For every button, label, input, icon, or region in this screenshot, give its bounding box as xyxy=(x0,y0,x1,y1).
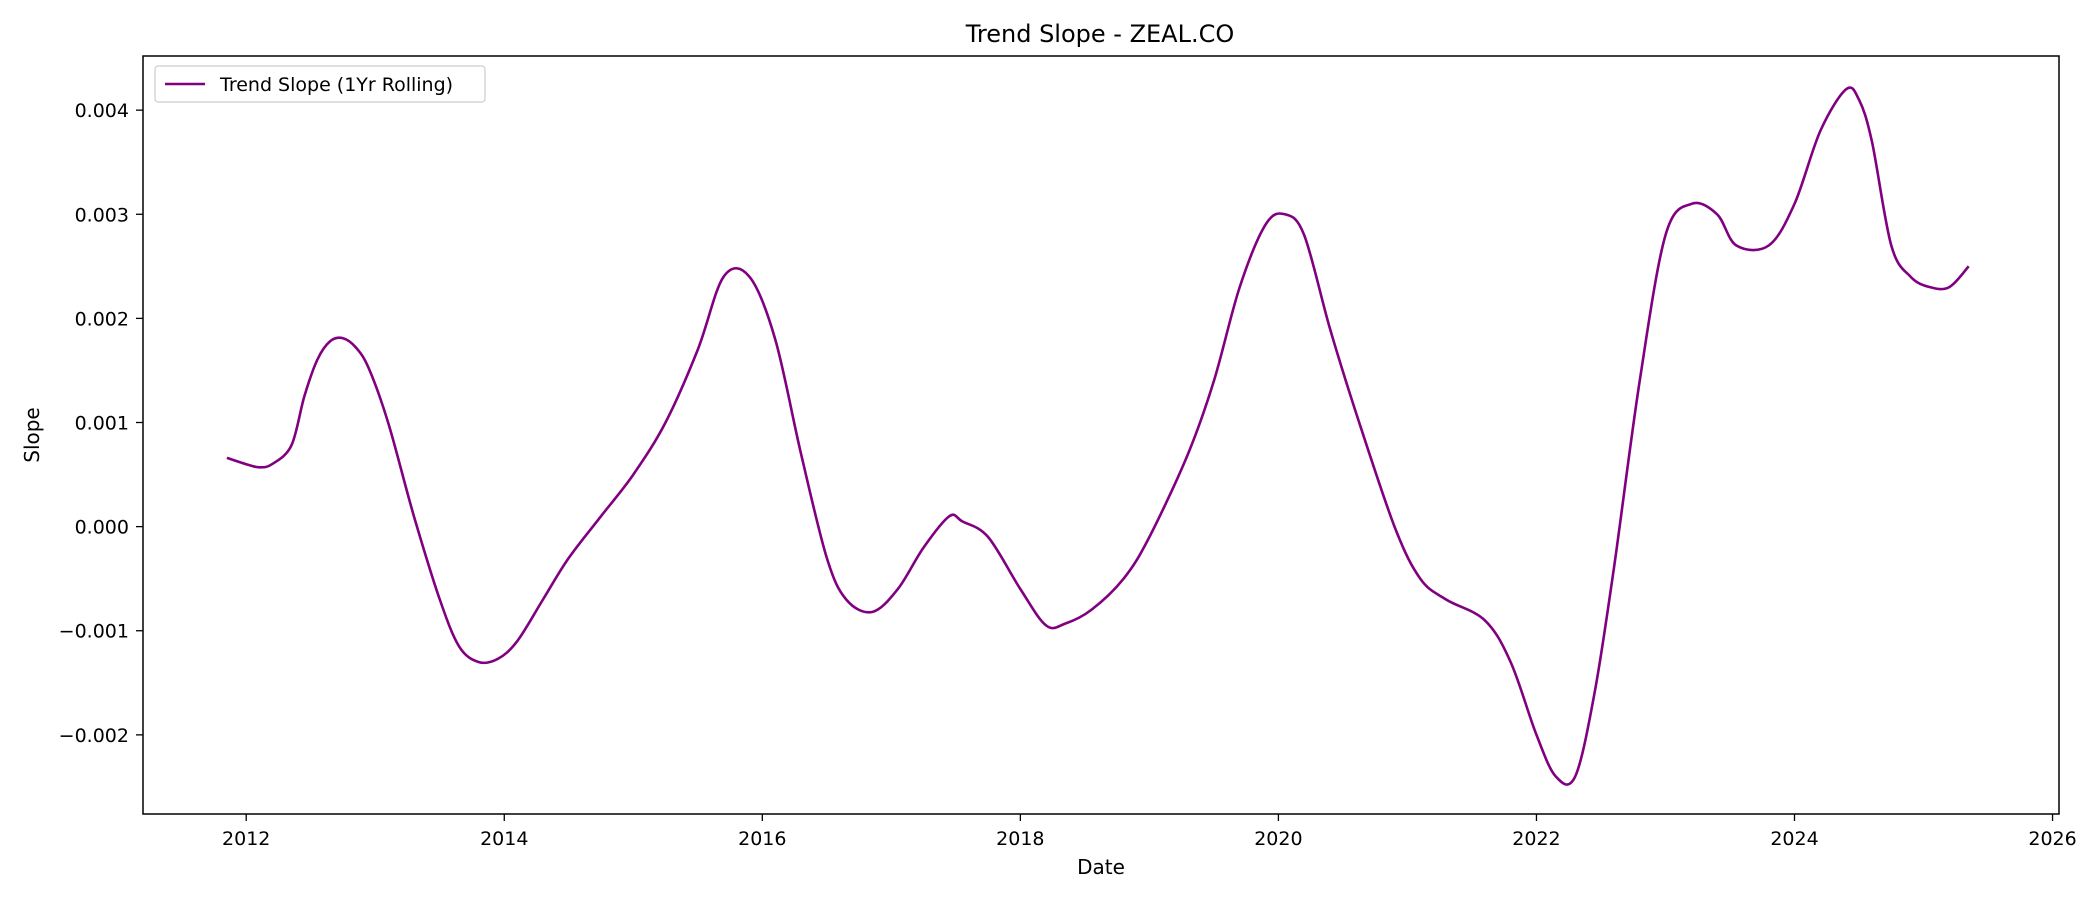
y-tick-label: 0.004 xyxy=(75,100,129,122)
y-tick-label: −0.002 xyxy=(59,725,129,747)
series-line-0 xyxy=(226,86,1970,786)
y-tick-label: 0.001 xyxy=(75,413,129,435)
y-tick-label: −0.001 xyxy=(59,621,129,643)
x-tick-label: 2014 xyxy=(480,828,528,850)
series-lines xyxy=(226,86,1970,786)
x-tick-label: 2022 xyxy=(1512,828,1560,850)
x-axis-label: Date xyxy=(1077,855,1125,879)
x-tick-label: 2016 xyxy=(738,828,786,850)
y-tick-label: 0.000 xyxy=(75,517,129,539)
plot-area-frame xyxy=(142,55,2060,815)
y-tick-label: 0.002 xyxy=(75,308,129,330)
x-tick-label: 2012 xyxy=(222,828,270,850)
x-axis: 2012 2014 2016 2018 2020 2022 2024 2026 xyxy=(222,814,2077,850)
x-tick-label: 2024 xyxy=(1770,828,1818,850)
x-tick-label: 2018 xyxy=(996,828,1044,850)
x-tick-label: 2020 xyxy=(1254,828,1302,850)
y-axis: −0.002 −0.001 0.000 0.001 0.002 0.003 0.004 xyxy=(59,100,143,747)
legend: Trend Slope (1Yr Rolling) xyxy=(154,65,486,103)
x-tick-label: 2026 xyxy=(2028,828,2076,850)
y-tick-label: 0.003 xyxy=(75,204,129,226)
y-axis-label: Slope xyxy=(20,407,44,463)
chart-title: Trend Slope - ZEAL.CO xyxy=(965,20,1235,48)
legend-box xyxy=(154,65,486,103)
legend-entry-label: Trend Slope (1Yr Rolling) xyxy=(219,74,453,96)
